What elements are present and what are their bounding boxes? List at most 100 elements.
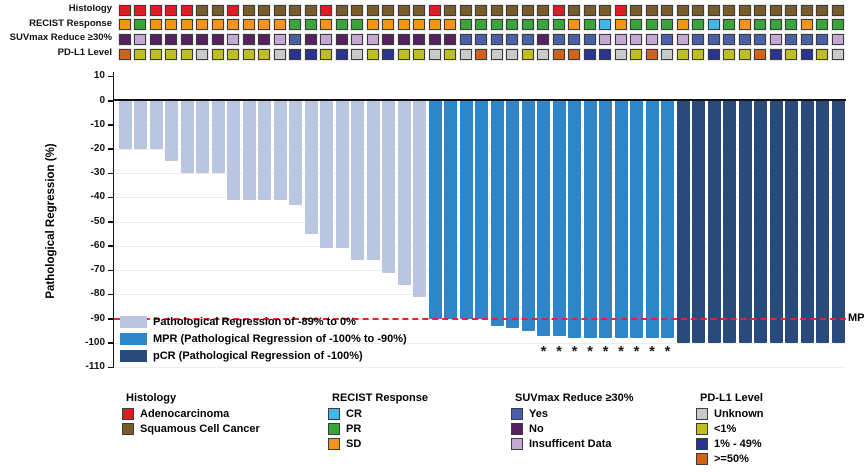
legend-swatch (328, 423, 340, 435)
track-cell (630, 48, 642, 60)
track-cell (459, 4, 472, 16)
track-cell (707, 19, 720, 31)
track-cell (242, 4, 255, 16)
track-cell (785, 19, 797, 31)
track-cell (273, 48, 286, 60)
track-cell (196, 4, 208, 16)
track-cell (738, 48, 751, 60)
track-cell (413, 48, 425, 60)
gridline (114, 367, 846, 369)
legend-swatch (328, 438, 340, 450)
legend-swatch (122, 408, 134, 420)
track-cell (118, 4, 131, 16)
track-cell (351, 4, 363, 16)
legend-item: SD (328, 438, 518, 450)
track-cell (180, 4, 193, 16)
asterisk: * (602, 343, 609, 360)
track-cell (661, 48, 673, 60)
track-cell (583, 48, 596, 60)
track-cell (568, 19, 580, 31)
track-cell (692, 4, 704, 16)
y-tick-label: -80 (90, 288, 105, 300)
asterisk: * (556, 343, 562, 360)
patient-bar (149, 101, 163, 149)
y-tick-mark (107, 148, 113, 150)
y-tick-mark (107, 293, 113, 296)
legend-item: >=50% (696, 453, 865, 465)
track-cell (397, 33, 410, 45)
track-cell (165, 33, 177, 45)
inplot-legend-swatch (120, 315, 147, 328)
y-tick-mark (107, 221, 113, 223)
track-cell (428, 48, 441, 60)
track-cell (196, 33, 208, 45)
legend-item-label: 1% - 49% (714, 438, 762, 450)
asterisk: * (587, 343, 593, 360)
gridline (114, 342, 846, 344)
track-cell (335, 19, 348, 31)
track-cell (816, 4, 828, 16)
track-cell (180, 33, 193, 45)
legend-item: Unknown (696, 408, 865, 420)
track-cell (242, 19, 255, 31)
track-cell (134, 19, 146, 31)
inplot-legend-item: pCR (Pathological Regression of -100%) (120, 349, 363, 362)
track-cell (149, 48, 162, 60)
patient-bar (645, 101, 659, 338)
track-cell (320, 19, 332, 31)
track-cell (506, 33, 518, 45)
track-cell (490, 19, 503, 31)
track-cell (351, 48, 363, 60)
patient-bar (630, 101, 643, 338)
track-cell (397, 19, 410, 31)
track-cell (149, 19, 162, 31)
legend-item-label: Insufficent Data (529, 438, 612, 450)
track-cell (444, 33, 456, 45)
track-cell (227, 4, 239, 16)
track-cell (459, 33, 472, 45)
y-tick-mark (107, 269, 113, 272)
track-cell (335, 33, 348, 45)
track-cell (552, 19, 565, 31)
track-cell (521, 33, 534, 45)
track-cell (599, 33, 611, 45)
track-cell (707, 48, 720, 60)
patient-bar (723, 101, 736, 343)
track-cell (134, 33, 146, 45)
inplot-legend-label: pCR (Pathological Regression of -100%) (153, 349, 363, 362)
track-cell (831, 4, 844, 16)
track-cell (273, 19, 286, 31)
y-tick-mark (107, 100, 113, 102)
track-cell (134, 48, 146, 60)
legend-group-title: Histology (126, 392, 177, 404)
track-cell (676, 19, 689, 31)
legend-item-label: Squamous Cell Cancer (140, 423, 260, 435)
track-cell (707, 33, 720, 45)
legend-item: Yes (511, 408, 701, 420)
track-label-3: PD-L1 Level (57, 47, 112, 59)
asterisk: * (618, 343, 624, 360)
track-cell (785, 48, 797, 60)
track-cell (645, 33, 658, 45)
track-cell (583, 33, 596, 45)
track-cell (754, 48, 766, 60)
track-cell (227, 19, 239, 31)
track-cell (769, 48, 782, 60)
track-cell (645, 48, 658, 60)
track-cell (196, 19, 208, 31)
track-cell (506, 19, 518, 31)
patient-bar (258, 101, 271, 200)
legend-swatch (328, 408, 340, 420)
inplot-legend-swatch (120, 349, 147, 362)
inplot-legend-item: MPR (Pathological Regression of -100% to… (120, 332, 407, 345)
y-tick-label: -110 (85, 361, 105, 373)
track-cell (351, 19, 363, 31)
patient-bar (165, 101, 178, 162)
y-tick-mark (107, 318, 113, 320)
track-cell (258, 19, 270, 31)
legend-swatch (696, 423, 708, 435)
track-cell (537, 33, 549, 45)
track-cell (816, 48, 828, 60)
track-cell (645, 19, 658, 31)
track-cell (816, 19, 828, 31)
